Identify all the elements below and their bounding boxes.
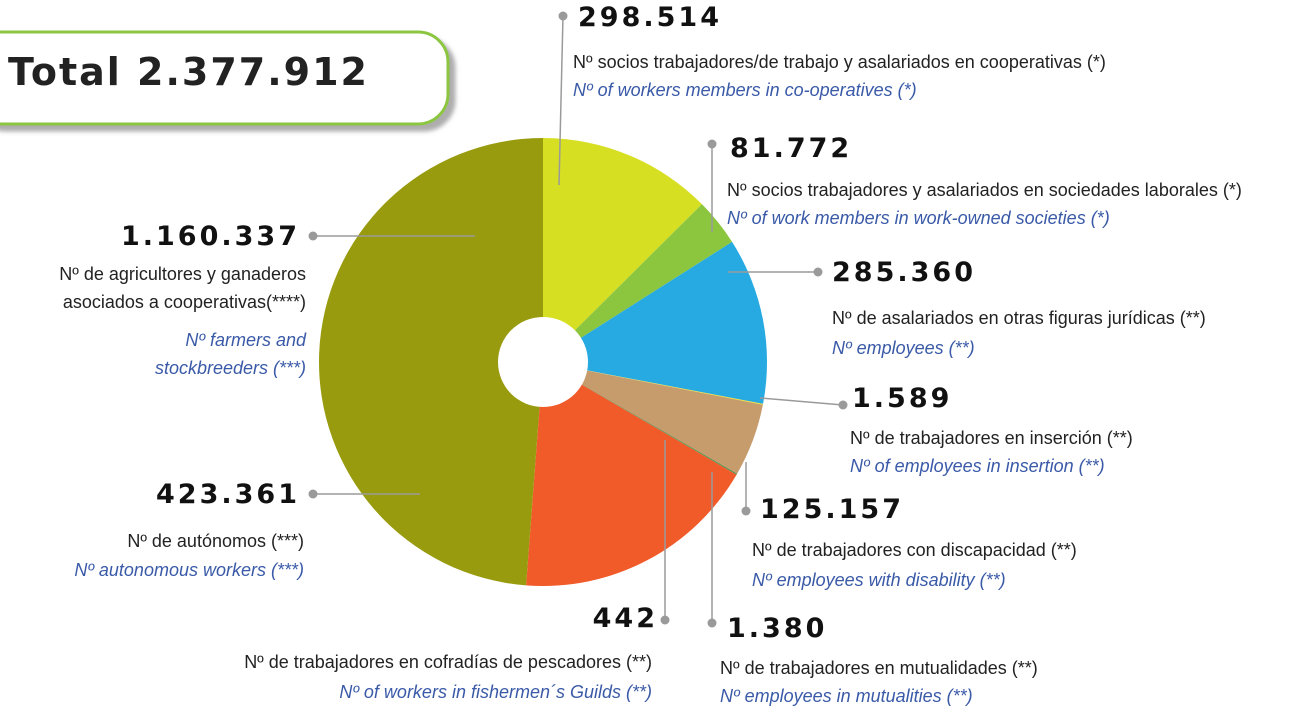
value-label: 285.360 (832, 257, 976, 288)
leader-dot (660, 615, 670, 625)
hole (498, 317, 588, 407)
leader-line (558, 15, 564, 186)
pie (318, 138, 767, 586)
category-label: Nº de agricultores y ganaderos asociados… (59, 264, 306, 312)
value-label: 423.361 (156, 479, 300, 510)
leader-dot (558, 11, 568, 21)
leader-dot (813, 267, 823, 277)
leader-line (759, 397, 844, 406)
category-label: Nº de trabajadores en cofradías de pesca… (244, 652, 652, 672)
category-label-en: Nº of employees in insertion (**) (850, 456, 1105, 476)
slice (526, 362, 737, 586)
slice (543, 362, 763, 474)
slice (543, 204, 733, 362)
category-label-en: Nº employees in mutualities (**) (720, 686, 973, 706)
value-label: 1.589 (852, 383, 953, 414)
value-label: 1.160.337 (120, 221, 300, 252)
chart-title: Total 2.377.912 (8, 50, 369, 94)
category-label-en: Nº employees with disability (**) (752, 570, 1006, 590)
leader-dot (308, 489, 318, 499)
value-label: 442 (592, 603, 658, 634)
category-label-en: Nº of workers members in co-operatives (… (573, 80, 917, 100)
category-label-en: Nº autonomous workers (***) (74, 560, 304, 580)
category-label-en: Nº farmers and stockbreeders (***) (154, 330, 306, 378)
slice (543, 241, 767, 404)
category-label: Nº de trabajadores en inserción (**) (850, 428, 1133, 448)
leader-dot (741, 506, 751, 516)
leader-dot (838, 400, 848, 410)
category-label: Nº de asalariados en otras figuras juríd… (832, 308, 1206, 328)
slice (318, 138, 543, 586)
category-label: Nº de autónomos (***) (127, 531, 304, 551)
slice (543, 138, 702, 362)
leader-dot (707, 139, 717, 149)
category-label: Nº socios trabajadores/de trabajo y asal… (573, 52, 1106, 72)
category-label: Nº socios trabajadores y asalariados en … (727, 180, 1242, 200)
slice (543, 362, 738, 475)
category-label: Nº de trabajadores en mutualidades (**) (720, 658, 1038, 678)
slice (543, 362, 737, 475)
title-box (0, 30, 450, 126)
value-label: 1.380 (727, 613, 828, 644)
value-label: 125.157 (760, 494, 904, 525)
leaders (308, 11, 848, 628)
value-label: 81.772 (730, 133, 853, 164)
category-label-en: Nº of workers in fishermen´s Guilds (**) (339, 682, 652, 702)
category-label-en: Nº of work members in work-owned societi… (727, 208, 1110, 228)
slice (543, 362, 764, 405)
category-label: Nº de trabajadores con discapacidad (**) (752, 540, 1077, 560)
leader-dot (308, 231, 318, 241)
value-label: 298.514 (578, 2, 722, 33)
category-label-en: Nº employees (**) (832, 338, 975, 358)
leader-dot (707, 618, 717, 628)
